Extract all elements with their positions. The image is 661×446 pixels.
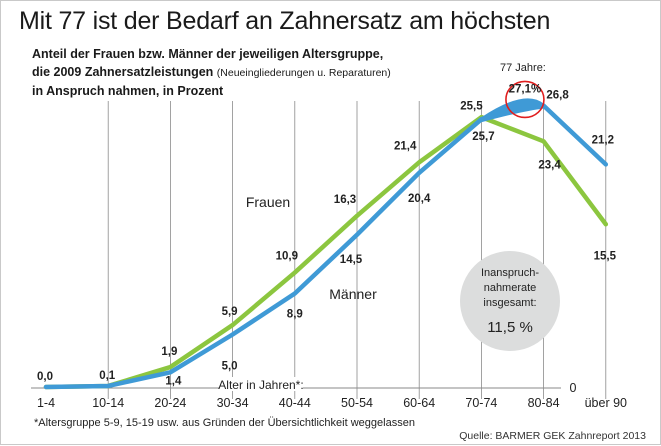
value-label-frauen-8: 23,4 [538,159,561,171]
value-label-maenner-0: 0,0 [37,371,53,383]
value-label-frauen-2: 1,9 [161,346,177,358]
value-label-maenner-3: 5,0 [222,361,238,373]
value-label-frauen-5: 16,3 [334,194,356,206]
value-label-maenner-2: 1,4 [165,375,182,387]
peak-marker: 77 Jahre: 27,1% [481,62,546,123]
value-label-maenner-4: 8,9 [287,309,303,321]
value-label-maenner-7: 25,5 [460,100,483,112]
value-label-frauen-9: 15,5 [594,250,617,262]
chart-title: Mit 77 ist der Bedarf an Zahnersatz am h… [19,7,551,35]
x-tick-label-70-74: 70-74 [465,396,497,410]
badge-circle [460,251,560,351]
value-label-frauen-3: 5,9 [222,306,238,318]
peak-age-label: 77 Jahre: [500,62,546,74]
subtitle-line-3: in Anspruch nahmen, in Prozent [32,84,224,98]
badge-line-1: Inanspruch- [481,267,539,279]
x-tick-label-1-4: 1-4 [37,396,55,410]
x-tick-label-20-24: 20-24 [154,396,186,410]
subtitle-line-2-note: (Neueingliederungen u. Reparaturen) [216,67,391,79]
peak-circle [505,80,545,119]
footnote: *Altersgruppe 5-9, 15-19 usw. aus Gründe… [34,417,415,429]
value-label-maenner-8: 26,8 [546,90,569,102]
x-tick-label-40-44: 40-44 [279,396,311,410]
value-label-frauen-6: 21,4 [394,140,417,152]
subtitle-line-1: Anteil der Frauen bzw. Männer der jeweil… [32,47,384,61]
value-label-maenner-9: 21,2 [592,134,614,146]
value-label-maenner-5: 14,5 [340,254,363,266]
x-axis: 0 Alter in Jahren*: 1-4 10-14 20-24 30-34 40-4… [31,377,627,410]
badge-line-2: nahmerate [484,282,537,294]
value-labels: 1,9 5,9 10,9 16,3 21,4 25,7 23,4 15,5 0,0 0,1 1,4 5… [37,90,617,388]
total-rate-badge: Inanspruch-nahmerate insgesamt: 11,5 % [460,251,560,351]
x-tick-label-30-34: 30-34 [217,396,249,410]
series-label-frauen: Frauen [246,194,290,210]
badge-line-3: insgesamt: [483,297,536,309]
value-label-frauen-7: 25,7 [472,131,494,143]
x-tick-label-über 90: über 90 [585,396,627,410]
peak-value-label: 27,1% [509,83,542,95]
peak-band [481,98,544,123]
x-tick-label-50-54: 50-54 [341,396,373,410]
series-label-maenner: Männer [329,286,377,302]
x-tick-label-60-64: 60-64 [403,396,435,410]
axis-title-background [219,377,303,391]
vertical-gridlines [107,101,607,399]
x-tick-label-10-14: 10-14 [92,396,124,410]
value-label-maenner-6: 20,4 [408,193,431,205]
subtitle-line-2: die 2009 Zahnersatzleistungen (Neueingli… [32,65,391,79]
zero-tick-label: 0 [570,381,577,395]
series-labels: Frauen Männer [246,194,377,302]
series-line-frauen [43,114,609,390]
x-tick-label-80-84: 80-84 [528,396,560,410]
x-axis-title: Alter in Jahren*: [218,378,303,392]
value-label-maenner-1: 0,1 [99,370,116,382]
value-label-frauen-4: 10,9 [276,251,298,263]
source-note: Quelle: BARMER GEK Zahnreport 2013 [459,430,646,442]
subtitle-line-2-main: die 2009 Zahnersatzleistungen [32,65,214,79]
badge-value: 11,5 % [487,319,533,336]
